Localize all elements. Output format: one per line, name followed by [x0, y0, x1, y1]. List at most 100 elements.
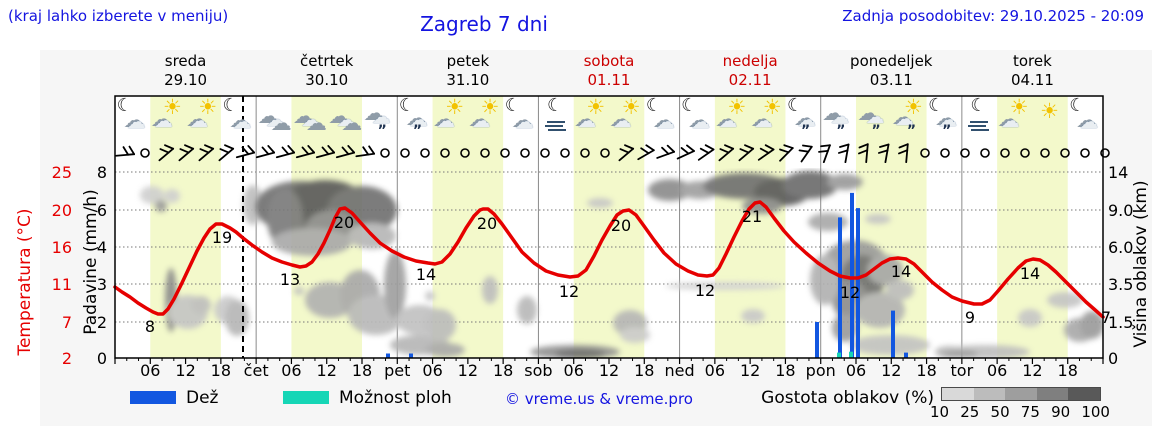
- weather-icon-slot: ☁ ☁ ☁: [327, 97, 362, 141]
- svg-text:25: 25: [52, 163, 72, 182]
- moon-cloud-rain-icon: ☾ ☁ ☁”: [786, 95, 816, 139]
- svg-text:9: 9: [965, 308, 975, 327]
- calm-wind-icon: [415, 142, 435, 164]
- calm-wind-icon: [995, 142, 1015, 164]
- calm-wind-icon: [375, 142, 395, 164]
- day-name: nedelja: [722, 52, 778, 70]
- svg-text:tor: tor: [951, 361, 974, 380]
- shower-legend-swatch: [283, 391, 329, 404]
- weather-icons-row: ☾ ☁ ☁ ☀ ☁ ☁ ☀ ☁ ☁ ☾ ☁ ☁ ☁ ☁ ☁ ☁ ☁ ☁ ☁ ☁ ☁ ☁ ☁” ☾ ☁ ☁” ☀ ☁ ☁ ☀ ☁ ☁ ☾ ☁ ☁ ☾ ☀ ☁…: [115, 97, 1103, 141]
- day-date: 30.10: [305, 71, 349, 89]
- rain-legend-swatch: [130, 391, 176, 404]
- rain-legend-label: Dež: [186, 388, 219, 408]
- calm-wind-icon: [395, 142, 415, 164]
- credit-link[interactable]: © vreme.us & vreme.pro: [505, 390, 693, 408]
- svg-text:4: 4: [97, 238, 107, 257]
- calm-wind-icon: [915, 142, 935, 164]
- calm-wind-icon: [1075, 142, 1095, 164]
- cloudy-icon: ☁ ☁ ☁: [328, 104, 363, 135]
- wind-barb-icon: [795, 142, 815, 164]
- weather-icon-slot: ☀ ☁ ☁: [997, 97, 1032, 141]
- svg-text:06: 06: [705, 361, 725, 380]
- weather-icon-slot: ☾: [962, 97, 997, 141]
- density-tick: 10: [930, 403, 950, 421]
- day-header: torek 04.11: [962, 52, 1103, 92]
- last-updated: Zadnja posodobitev: 29.10.2025 - 20:09: [842, 7, 1144, 25]
- legend-row: Dež Možnost ploh © vreme.us & vreme.pro …: [0, 386, 1152, 426]
- sun-cloud-icon: ☀ ☁ ☁: [433, 95, 464, 132]
- wind-barb-icon: [115, 142, 135, 164]
- svg-text:18: 18: [775, 361, 795, 380]
- weather-icon-slot: ☾ ☁ ☁: [1068, 97, 1103, 141]
- cloud-rain-icon: ☁ ☁”: [363, 101, 391, 139]
- day-header: četrtek 30.10: [256, 52, 397, 92]
- svg-text:18: 18: [211, 361, 231, 380]
- svg-text:20: 20: [52, 201, 72, 220]
- svg-text:06: 06: [846, 361, 866, 380]
- svg-text:12: 12: [559, 282, 579, 301]
- svg-text:06: 06: [281, 361, 301, 380]
- cloud-rain-icon: ☁ ☁”: [822, 101, 850, 139]
- wind-barb-icon: [315, 142, 335, 164]
- wind-barb-icon: [615, 142, 635, 164]
- moon-cloud-icon: ☾ ☁ ☁: [116, 95, 146, 133]
- calm-wind-icon: [595, 142, 615, 164]
- svg-text:12: 12: [881, 361, 901, 380]
- moon-cloud-icon: ☾ ☁ ☁: [1069, 95, 1099, 133]
- svg-text:0: 0: [97, 349, 107, 368]
- wind-barb-icon: [215, 142, 235, 164]
- calm-wind-icon: [515, 142, 535, 164]
- cloudy-icon: ☁ ☁ ☁: [293, 104, 328, 135]
- weather-icon-slot: ☾: [538, 97, 573, 141]
- svg-text:21: 21: [742, 207, 762, 226]
- calm-wind-icon: [1055, 142, 1075, 164]
- svg-text:14: 14: [1108, 163, 1128, 182]
- day-date: 01.11: [587, 71, 631, 89]
- wind-barb-icon: [155, 142, 175, 164]
- weather-icon-slot: ☀ ☁ ☁: [715, 97, 750, 141]
- location-hint: (kraj lahko izberete v meniju): [8, 7, 229, 25]
- weather-icon-slot: ☾ ☁ ☁: [221, 97, 256, 141]
- cloud-axis-label: Višina oblakov (km): [1131, 180, 1151, 348]
- svg-text:13: 13: [280, 270, 300, 289]
- moon-cloud-rain-icon: ☾ ☁ ☁”: [928, 95, 958, 139]
- density-tick: 25: [960, 403, 980, 421]
- calm-wind-icon: [455, 142, 475, 164]
- svg-text:06: 06: [140, 361, 160, 380]
- weather-icon-slot: ☀ ☁ ☁: [150, 97, 185, 141]
- day-name: torek: [1013, 52, 1052, 70]
- day-header: ponedeljek 03.11: [821, 52, 962, 92]
- moon-cloud-icon: ☾ ☁ ☁: [645, 95, 675, 133]
- density-tick: 75: [1020, 403, 1040, 421]
- wind-barb-icon: [255, 142, 275, 164]
- svg-text:06: 06: [987, 361, 1007, 380]
- svg-text:12: 12: [740, 361, 760, 380]
- weather-icon-slot: ☾ ☁ ☁: [644, 97, 679, 141]
- sun-cloud-icon: ☀ ☁ ☁: [997, 95, 1029, 132]
- svg-text:sob: sob: [524, 361, 552, 380]
- svg-text:7: 7: [1101, 308, 1111, 327]
- wind-barb-icon: [715, 142, 735, 164]
- day-date: 31.10: [446, 71, 490, 89]
- svg-text:pon: pon: [806, 361, 836, 380]
- page-title: Zagreb 7 dni: [420, 12, 548, 36]
- calm-wind-icon: [975, 142, 995, 164]
- svg-text:20: 20: [334, 213, 354, 232]
- cloud-rain-icon: ☁ ☁”: [857, 101, 885, 139]
- density-tick: 90: [1051, 403, 1071, 421]
- svg-text:čet: čet: [244, 361, 269, 380]
- wind-barb-icon: [775, 142, 795, 164]
- day-header: sobota 01.11: [538, 52, 679, 92]
- svg-text:3: 3: [97, 275, 107, 294]
- wind-barb-icon: [195, 142, 215, 164]
- calm-wind-icon: [555, 142, 575, 164]
- sun-cloud-icon: ☀ ☁ ☁: [468, 95, 500, 132]
- weather-icon-slot: ☀ ☁ ☁: [433, 97, 468, 141]
- moon-fog-icon: ☾: [539, 97, 574, 139]
- weather-icon-slot: ☀ ☁ ☁: [186, 97, 221, 141]
- calm-wind-icon: [435, 142, 455, 164]
- weather-icon-slot: ☀ ☁ ☁: [574, 97, 609, 141]
- density-tick: 100: [1081, 403, 1110, 421]
- svg-text:12: 12: [1022, 361, 1042, 380]
